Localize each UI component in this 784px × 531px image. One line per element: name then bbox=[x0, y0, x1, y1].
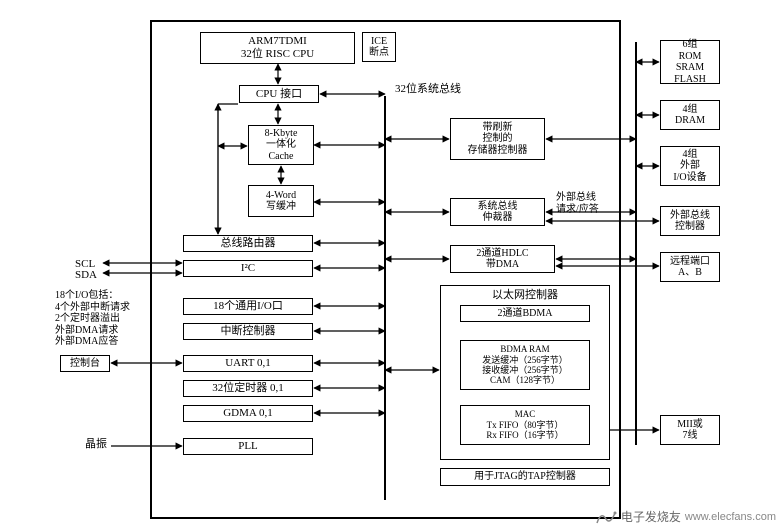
node-uart: UART 0,1 bbox=[183, 355, 313, 372]
node-dram: 4组DRAM bbox=[660, 100, 720, 130]
label-bus32: 32位系统总线 bbox=[395, 83, 461, 96]
node-tap: 用于JTAG的TAP控制器 bbox=[440, 468, 610, 486]
node-mac-label: MACTx FIFO（80字节）Rx FIFO（16字节） bbox=[486, 409, 563, 440]
node-extio-label: 4组外部I/O设备 bbox=[673, 149, 706, 184]
node-bdmaram: BDMA RAM发送缓冲（256字节）接收缓冲（256字节）CAM（128字节） bbox=[460, 340, 590, 390]
node-router-label: 总线路由器 bbox=[221, 237, 276, 250]
node-tap-label: 用于JTAG的TAP控制器 bbox=[474, 471, 576, 483]
node-gdma-label: GDMA 0,1 bbox=[223, 407, 273, 420]
node-intc-label: 中断控制器 bbox=[221, 325, 276, 338]
node-bdmaram-label: BDMA RAM发送缓冲（256字节）接收缓冲（256字节）CAM（128字节） bbox=[482, 344, 568, 385]
node-arb-label: 系统总线仲裁器 bbox=[478, 201, 518, 224]
node-ice-label: ICE断点 bbox=[369, 36, 389, 59]
node-gdma: GDMA 0,1 bbox=[183, 405, 313, 422]
node-memctrl-label: 带刷新控制的存储器控制器 bbox=[468, 122, 528, 157]
node-hdlc-label: 2通道HDLC带DMA bbox=[476, 248, 528, 271]
node-busctl: 外部总线控制器 bbox=[660, 206, 720, 236]
node-cache: 8-Kbyte一体化Cache bbox=[248, 125, 314, 165]
node-cpu-label: ARM7TDMI32位 RISC CPU bbox=[241, 35, 314, 60]
label-sda: SDA bbox=[75, 269, 97, 282]
node-timer: 32位定时器 0,1 bbox=[183, 380, 313, 397]
node-uart-label: UART 0,1 bbox=[225, 357, 271, 370]
node-mii: MII或7线 bbox=[660, 415, 720, 445]
node-memctrl: 带刷新控制的存储器控制器 bbox=[450, 118, 545, 160]
node-mii-label: MII或7线 bbox=[677, 419, 703, 442]
node-cpu-if: CPU 接口 bbox=[239, 85, 319, 103]
node-busctl-label: 外部总线控制器 bbox=[670, 210, 710, 233]
node-gpio-label: 18个通用I/O口 bbox=[213, 300, 283, 313]
node-bdma-label: 2通道BDMA bbox=[497, 308, 552, 320]
label-extbus: 外部总线请求/应答 bbox=[556, 192, 599, 215]
node-router: 总线路由器 bbox=[183, 235, 313, 252]
node-remote: 远程端口A、B bbox=[660, 252, 720, 282]
node-extio: 4组外部I/O设备 bbox=[660, 146, 720, 186]
label-io-note: 18个I/O包括：4个外部中断请求2个定时器溢出外部DMA请求外部DMA应答 bbox=[55, 290, 130, 348]
node-ice: ICE断点 bbox=[362, 32, 396, 62]
node-remote-label: 远程端口A、B bbox=[670, 256, 710, 279]
node-console-label: 控制台 bbox=[70, 358, 100, 370]
node-hdlc: 2通道HDLC带DMA bbox=[450, 245, 555, 273]
node-wbuf: 4-Word写缓冲 bbox=[248, 185, 314, 217]
node-pll-label: PLL bbox=[238, 440, 258, 453]
node-mac: MACTx FIFO（80字节）Rx FIFO（16字节） bbox=[460, 405, 590, 445]
node-timer-label: 32位定时器 0,1 bbox=[212, 382, 284, 395]
node-cpu-if-label: CPU 接口 bbox=[256, 88, 302, 101]
site-watermark: 电子发烧友 www.elecfans.com bbox=[595, 508, 776, 525]
node-arb: 系统总线仲裁器 bbox=[450, 198, 545, 226]
node-rom: 6组ROMSRAMFLASH bbox=[660, 40, 720, 84]
node-i2c: I²C bbox=[183, 260, 313, 277]
node-dram-label: 4组DRAM bbox=[675, 104, 705, 127]
node-wbuf-label: 4-Word写缓冲 bbox=[266, 190, 296, 213]
node-cpu: ARM7TDMI32位 RISC CPU bbox=[200, 32, 355, 64]
node-rom-label: 6组ROMSRAMFLASH bbox=[674, 39, 706, 85]
node-pll: PLL bbox=[183, 438, 313, 455]
node-gpio: 18个通用I/O口 bbox=[183, 298, 313, 315]
node-i2c-label: I²C bbox=[241, 262, 255, 275]
node-bdma: 2通道BDMA bbox=[460, 305, 590, 322]
node-eth-title: 以太网控制器 bbox=[443, 289, 607, 302]
node-intc: 中断控制器 bbox=[183, 323, 313, 340]
node-cache-label: 8-Kbyte一体化Cache bbox=[265, 128, 298, 163]
label-xtal: 晶振 bbox=[85, 438, 107, 451]
node-console: 控制台 bbox=[60, 355, 110, 372]
